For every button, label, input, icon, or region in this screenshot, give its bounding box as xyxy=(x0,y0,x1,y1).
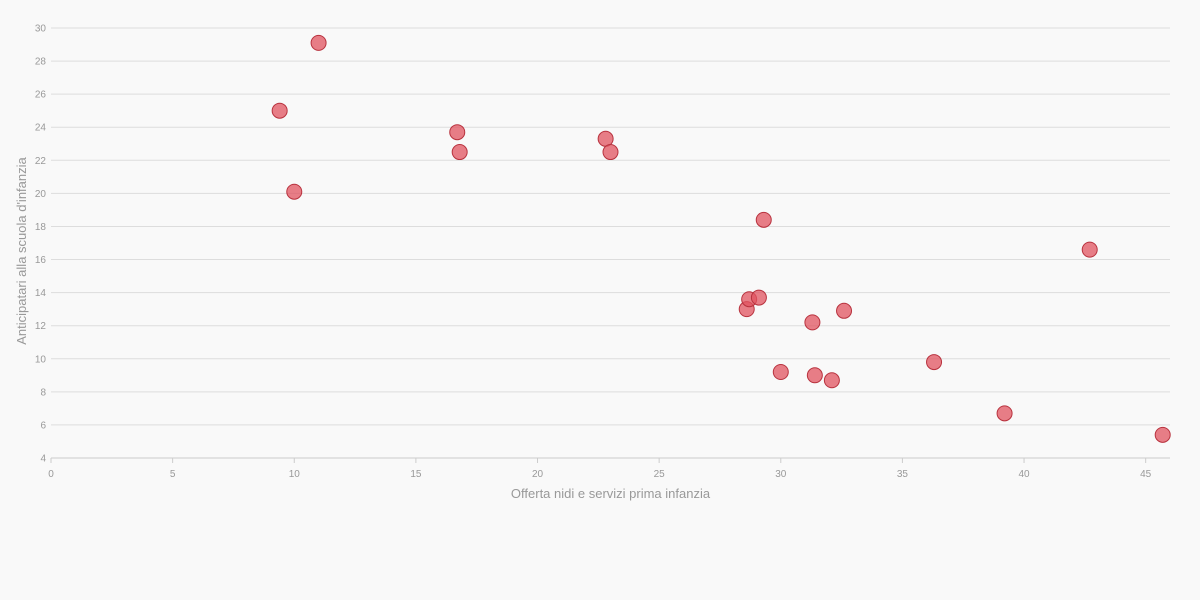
data-point xyxy=(286,183,303,200)
data-point xyxy=(602,144,619,161)
data-point xyxy=(451,144,468,161)
y-tick-label: 20 xyxy=(35,189,47,200)
x-tick-label: 45 xyxy=(1140,469,1152,480)
y-tick-label: 8 xyxy=(40,387,46,398)
data-point xyxy=(836,302,853,319)
data-point xyxy=(1081,241,1098,258)
y-tick-label: 10 xyxy=(35,354,47,365)
x-tick-label: 15 xyxy=(410,469,422,480)
data-point xyxy=(750,289,767,306)
data-point xyxy=(772,364,789,380)
data-point xyxy=(926,354,943,371)
y-tick-label: 12 xyxy=(35,321,47,332)
y-tick-label: 30 xyxy=(35,24,47,35)
data-point xyxy=(310,34,327,51)
grid-layer xyxy=(51,27,1170,459)
y-tick-label: 18 xyxy=(35,222,47,233)
data-point xyxy=(755,211,772,228)
y-tick-label: 4 xyxy=(40,454,46,465)
x-axis-title: Offerta nidi e servizi prima infanzia xyxy=(511,486,711,501)
x-tick-label: 5 xyxy=(170,469,176,480)
y-axis-title: Anticipatari alla scuola d'infanzia xyxy=(14,156,29,344)
x-tick-label: 10 xyxy=(289,469,301,480)
data-point xyxy=(271,102,288,119)
x-tick-label: 30 xyxy=(775,469,787,480)
x-tick-label: 40 xyxy=(1018,469,1030,480)
y-tick-label: 22 xyxy=(35,156,47,167)
data-point xyxy=(996,405,1013,422)
y-tick-label: 28 xyxy=(35,57,47,68)
y-tick-label: 24 xyxy=(35,123,47,134)
x-tick-label: 20 xyxy=(532,469,544,480)
x-tick-label: 25 xyxy=(654,469,666,480)
x-tick-label: 0 xyxy=(48,469,54,480)
data-point xyxy=(1154,426,1171,443)
y-tick-label: 6 xyxy=(40,420,46,431)
axis-layer: 4 6 8 10 12 14 16 18 20 22 24 26 28 30 0 5 10 15 20 25 30 35 4… xyxy=(35,24,1152,481)
y-tick-label: 16 xyxy=(35,255,47,266)
data-point xyxy=(804,314,821,331)
points-layer xyxy=(271,34,1171,443)
y-tick-label: 26 xyxy=(35,90,47,101)
data-point xyxy=(806,367,823,384)
y-tick-label: 14 xyxy=(35,288,47,299)
data-point xyxy=(449,124,466,141)
x-tick-label: 35 xyxy=(897,469,909,480)
data-point xyxy=(823,372,840,389)
